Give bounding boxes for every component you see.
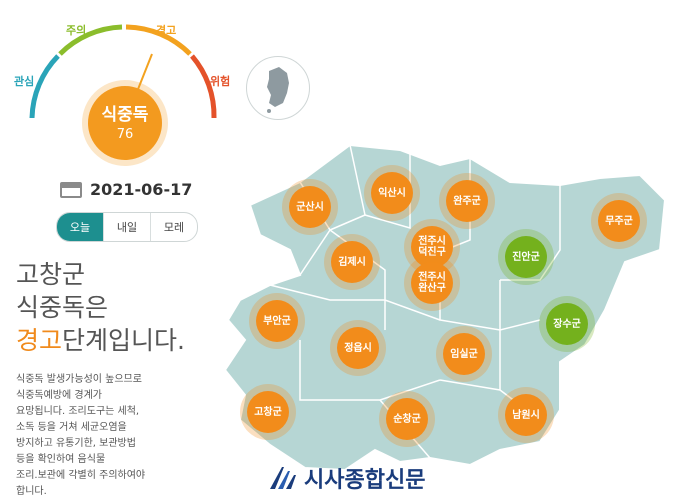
region-jangsu[interactable]: 장수군 (546, 303, 588, 345)
description-line: 소독 등을 거쳐 세균오염을 (16, 422, 127, 433)
description-line: 식중독예방에 경계가 (16, 390, 102, 401)
korea-shape-icon (267, 67, 289, 113)
region-jinan[interactable]: 진안군 (505, 236, 547, 278)
region-imsil[interactable]: 임실군 (443, 333, 485, 375)
tab-day-after-tomorrow[interactable]: 모레 (150, 213, 197, 241)
day-tabs: 오늘 내일 모레 (56, 212, 198, 242)
forecast-date: 2021-06-17 (90, 180, 193, 199)
description-line: 방지하고 유통기한, 보관방법 (16, 438, 136, 449)
description-line: 합니다. (16, 486, 47, 497)
description-line: 조리.보관에 각별히 주의하여야 (16, 470, 146, 481)
gauge-label-warning: 경고 (156, 24, 177, 37)
headline-level: 경고 (16, 326, 63, 355)
news-logo: 시사종합신문 (268, 462, 425, 494)
region-iksan[interactable]: 익산시 (371, 172, 413, 214)
map-outline (223, 143, 667, 472)
region-wanju[interactable]: 완주군 (446, 180, 488, 222)
current-level-value: 76 (116, 127, 134, 142)
headline-level-suffix: 단계입니다. (62, 326, 185, 355)
current-level-name: 식중독 (101, 105, 149, 125)
region-gunsan[interactable]: 군산시 (289, 186, 331, 228)
region-gimje[interactable]: 김제시 (331, 241, 373, 283)
gauge-label-interest: 관심 (14, 75, 35, 88)
headline: 고창군 식중독은 경고단계입니다. (16, 258, 185, 357)
region-namwon[interactable]: 남원시 (505, 394, 547, 436)
south-korea-map-icon[interactable] (246, 56, 310, 120)
region-gochang[interactable]: 고창군 (247, 391, 289, 433)
calendar-icon (60, 181, 82, 198)
date-row: 2021-06-17 (60, 180, 192, 199)
headline-level-line: 경고단계입니다. (16, 324, 185, 357)
region-muju[interactable]: 무주군 (598, 200, 640, 242)
region-label: 전주시 완산구 (418, 272, 446, 294)
gauge-label-danger: 위험 (210, 75, 231, 88)
region-label: 전주시 덕진구 (418, 236, 446, 258)
description: 식중독 발생가능성이 높으므로 식중독예방에 경계가 요망됩니다. 조리도구는 … (16, 372, 186, 500)
description-line: 식중독 발생가능성이 높으므로 (16, 374, 142, 385)
news-logo-icon (270, 467, 296, 489)
region-jeongeup[interactable]: 정읍시 (337, 327, 379, 369)
headline-topic: 식중독은 (16, 293, 109, 322)
region-buan[interactable]: 부안군 (256, 300, 298, 342)
tab-today[interactable]: 오늘 (57, 213, 103, 241)
region-sunchang[interactable]: 순창군 (386, 398, 428, 440)
region-jeonju-deokjin[interactable]: 전주시 덕진구 (411, 226, 453, 268)
tab-tomorrow[interactable]: 내일 (103, 213, 150, 241)
headline-region: 고창군 (16, 260, 86, 289)
region-jeonju-wansan[interactable]: 전주시 완산구 (411, 262, 453, 304)
description-line: 등을 확인하여 음식물 (16, 454, 106, 465)
news-logo-text: 시사종합신문 (304, 468, 426, 493)
gauge-label-caution: 주의 (66, 24, 87, 37)
current-level-indicator: 식중독 76 (88, 86, 162, 160)
description-line: 요망됩니다. 조리도구는 세척, (16, 406, 140, 417)
